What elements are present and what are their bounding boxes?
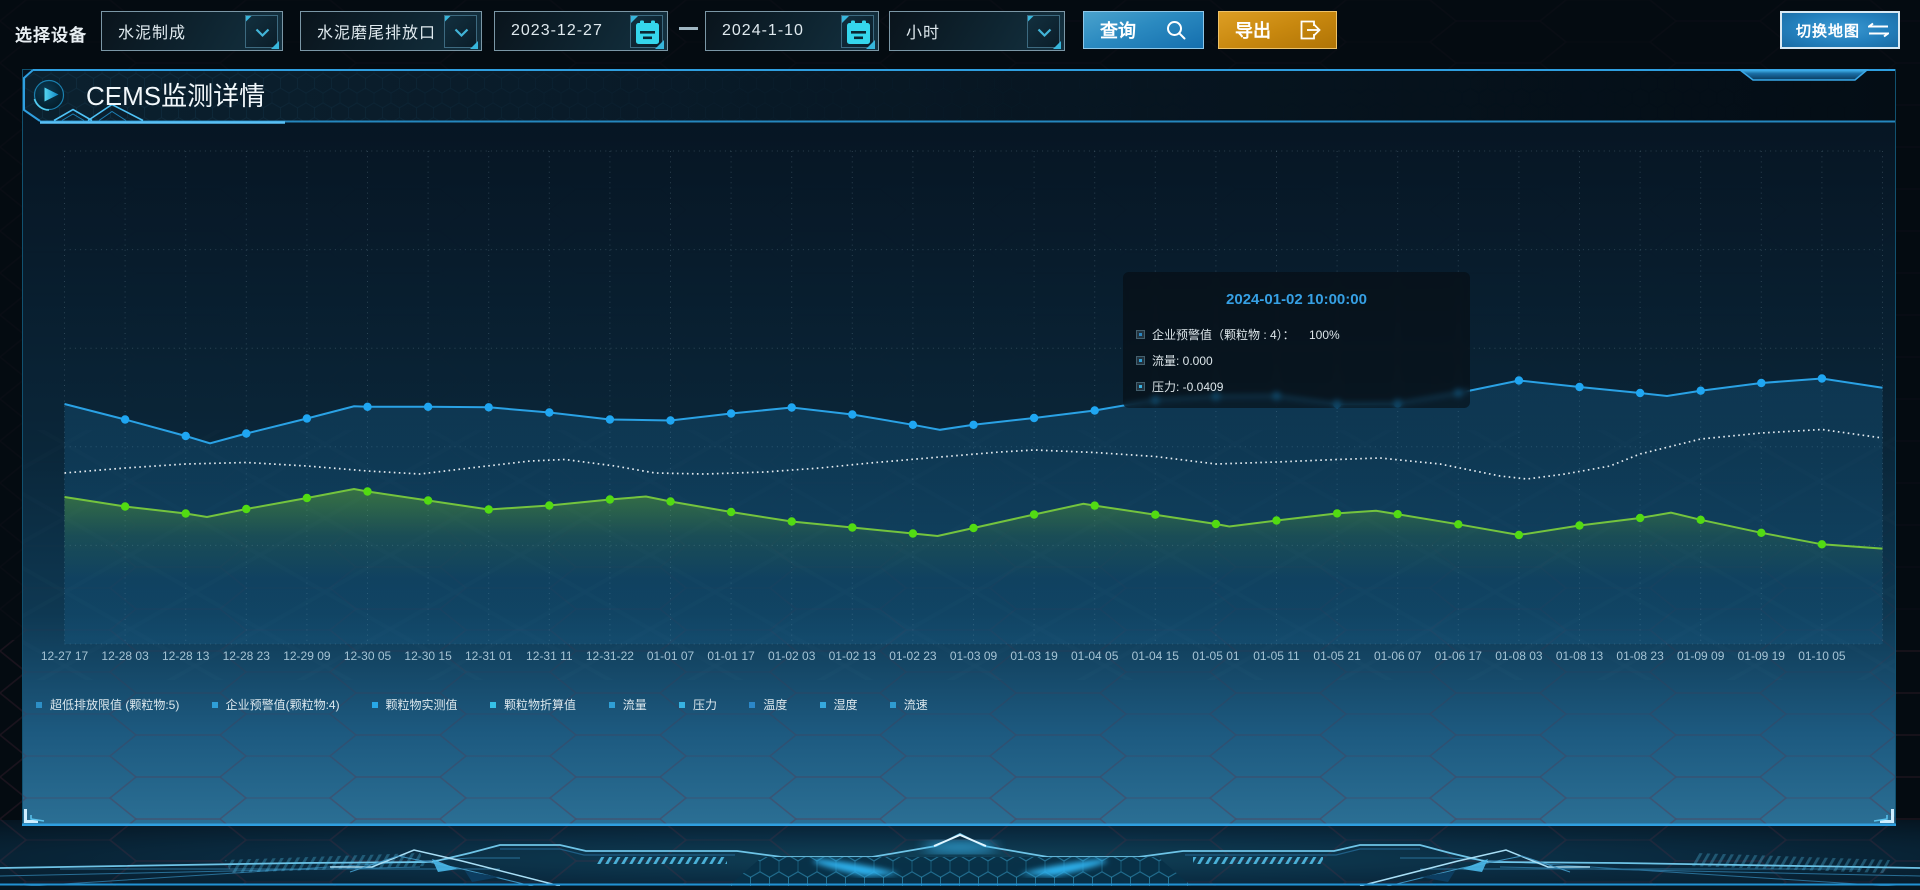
svg-text:12-30 15: 12-30 15 xyxy=(404,649,452,663)
svg-text:01-05 01: 01-05 01 xyxy=(1192,649,1240,663)
svg-text:12-28 23: 12-28 23 xyxy=(223,649,271,663)
svg-text:01-03 19: 01-03 19 xyxy=(1010,649,1058,663)
svg-text:01-06 17: 01-06 17 xyxy=(1435,649,1483,663)
svg-text:01-02 23: 01-02 23 xyxy=(889,649,937,663)
svg-text:01-02 13: 01-02 13 xyxy=(829,649,877,663)
svg-text:01-03 09: 01-03 09 xyxy=(950,649,998,663)
svg-text:01-05 11: 01-05 11 xyxy=(1253,649,1300,663)
svg-text:01-01 07: 01-01 07 xyxy=(647,649,695,663)
svg-text:CEMS监测详情: CEMS监测详情 xyxy=(86,81,265,111)
svg-text:12-31-22: 12-31-22 xyxy=(586,649,634,663)
svg-text:12-28 03: 12-28 03 xyxy=(101,649,149,663)
svg-text:01-02 03: 01-02 03 xyxy=(768,649,816,663)
svg-text:01-04 05: 01-04 05 xyxy=(1071,649,1119,663)
svg-text:01-10 05: 01-10 05 xyxy=(1798,649,1846,663)
svg-text:12-27 17: 12-27 17 xyxy=(41,649,89,663)
svg-text:12-31 11: 12-31 11 xyxy=(526,649,573,663)
svg-text:01-09 09: 01-09 09 xyxy=(1677,649,1725,663)
svg-text:12-28 13: 12-28 13 xyxy=(162,649,210,663)
svg-text:12-30 05: 12-30 05 xyxy=(344,649,392,663)
svg-text:01-08 03: 01-08 03 xyxy=(1495,649,1543,663)
svg-text:01-04 15: 01-04 15 xyxy=(1132,649,1180,663)
svg-text:01-08 13: 01-08 13 xyxy=(1556,649,1604,663)
svg-text:01-05 21: 01-05 21 xyxy=(1313,649,1361,663)
svg-text:01-08 23: 01-08 23 xyxy=(1616,649,1664,663)
svg-text:01-09 19: 01-09 19 xyxy=(1738,649,1786,663)
svg-text:01-06 07: 01-06 07 xyxy=(1374,649,1422,663)
svg-text:01-01 17: 01-01 17 xyxy=(707,649,755,663)
svg-text:12-29 09: 12-29 09 xyxy=(283,649,331,663)
svg-text:12-31 01: 12-31 01 xyxy=(465,649,513,663)
